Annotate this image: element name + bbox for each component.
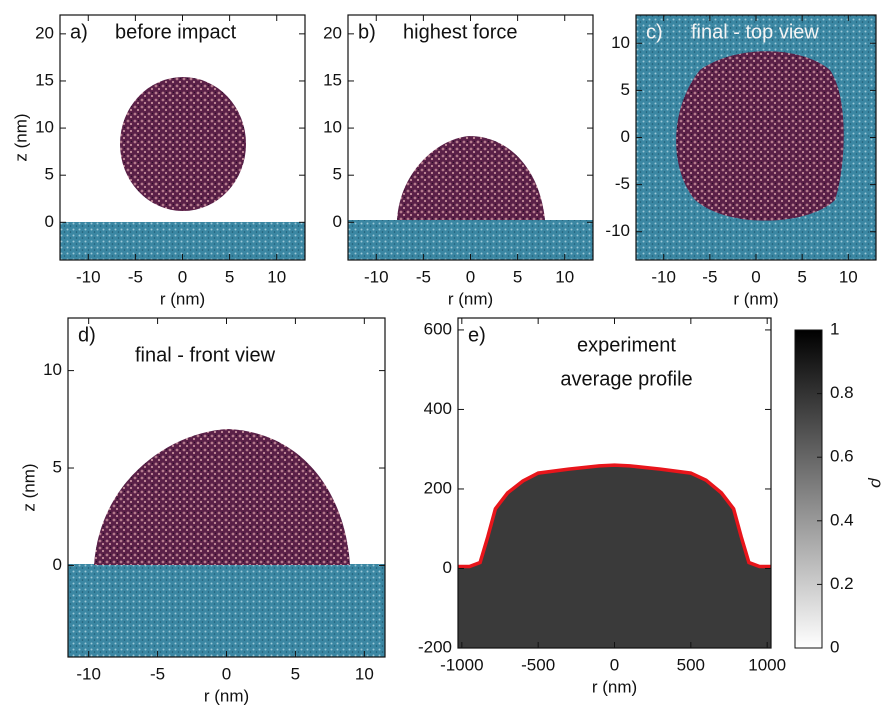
panel-label: e): [468, 324, 486, 346]
y-tick-label: 10: [35, 118, 54, 137]
y-tick-label: 5: [621, 80, 630, 99]
x-tick-label: 10: [839, 267, 858, 286]
image-c: [636, 15, 876, 260]
colorbar-tick-label: 0.6: [830, 447, 854, 466]
y-tick-label: 600: [424, 319, 452, 338]
x-axis-label: r (nm): [733, 289, 778, 308]
y-tick-label: 10: [43, 360, 62, 379]
x-tick-label: -10: [76, 664, 101, 683]
y-tick-label: 0: [45, 212, 54, 231]
y-tick-label: 15: [35, 70, 54, 89]
x-axis-label: r (nm): [160, 289, 205, 308]
x-tick-label: -5: [416, 267, 431, 286]
x-tick-label: 10: [267, 267, 286, 286]
x-tick-label: -1000: [440, 655, 483, 674]
y-tick-label: 20: [35, 23, 54, 42]
y-tick-label: 10: [323, 118, 342, 137]
image-b: [348, 136, 593, 260]
y-tick-label: 5: [45, 165, 54, 184]
x-tick-label: 0: [222, 664, 231, 683]
x-tick-label: 0: [178, 267, 187, 286]
colorbar: [794, 329, 823, 649]
panel-title: final - front view: [135, 344, 276, 366]
panel-label: c): [646, 21, 663, 43]
y-tick-label: 20: [323, 23, 342, 42]
x-tick-label: -5: [128, 267, 143, 286]
x-tick-label: 0: [751, 267, 760, 286]
colorbar-tick-label: 0.4: [830, 510, 854, 529]
y-axis-label: z (nm): [11, 113, 30, 161]
y-tick-label: 5: [53, 458, 62, 477]
y-tick-label: 15: [323, 70, 342, 89]
x-axis-label: r (nm): [204, 686, 249, 705]
y-tick-label: 5: [333, 165, 342, 184]
x-tick-label: 5: [513, 267, 522, 286]
x-tick-label: 10: [355, 664, 374, 683]
panel-title: experiment: [577, 334, 676, 356]
x-tick-label: 5: [291, 664, 300, 683]
profile-line: [458, 463, 771, 569]
colorbar-tick-label: 0: [830, 637, 839, 656]
y-tick-label: -200: [418, 637, 452, 656]
x-tick-label: -10: [651, 267, 676, 286]
y-axis-label: z (nm): [19, 463, 38, 511]
panel-title: highest force: [403, 21, 518, 43]
x-tick-label: -5: [702, 267, 717, 286]
x-tick-label: 0: [466, 267, 475, 286]
panel-title: average profile: [560, 368, 692, 390]
colorbar-tick-label: 1: [830, 319, 839, 338]
y-tick-label: 0: [53, 555, 62, 574]
image-a: [60, 77, 305, 260]
x-tick-label: -10: [364, 267, 389, 286]
colorbar-tick-label: 0.2: [830, 574, 854, 593]
y-tick-label: 0: [621, 127, 630, 146]
x-axis-label: r (nm): [448, 289, 493, 308]
image-d: [68, 429, 385, 657]
x-tick-label: -10: [76, 267, 101, 286]
panel-label: a): [70, 21, 88, 43]
y-tick-label: -10: [605, 221, 630, 240]
x-axis-label: r (nm): [592, 677, 637, 696]
density-fill: [458, 465, 771, 648]
x-tick-label: 10: [555, 267, 574, 286]
x-tick-label: 0: [610, 655, 619, 674]
y-tick-label: 0: [443, 558, 452, 577]
x-tick-label: 500: [677, 655, 705, 674]
y-tick-label: 400: [424, 399, 452, 418]
panel-label: d): [78, 324, 96, 346]
y-tick-label: -5: [615, 174, 630, 193]
x-tick-label: 5: [797, 267, 806, 286]
y-tick-label: 200: [424, 478, 452, 497]
panel-label: b): [358, 21, 376, 43]
x-tick-label: -5: [150, 664, 165, 683]
y-tick-label: 0: [333, 212, 342, 231]
y-tick-label: 10: [611, 33, 630, 52]
x-tick-label: -500: [521, 655, 555, 674]
panel-title: final - top view: [691, 21, 819, 43]
colorbar-label: ρ: [868, 477, 886, 488]
x-tick-label: 1000: [748, 655, 786, 674]
colorbar-tick-label: 0.8: [830, 383, 854, 402]
x-tick-label: 5: [225, 267, 234, 286]
panel-title: before impact: [115, 21, 237, 43]
